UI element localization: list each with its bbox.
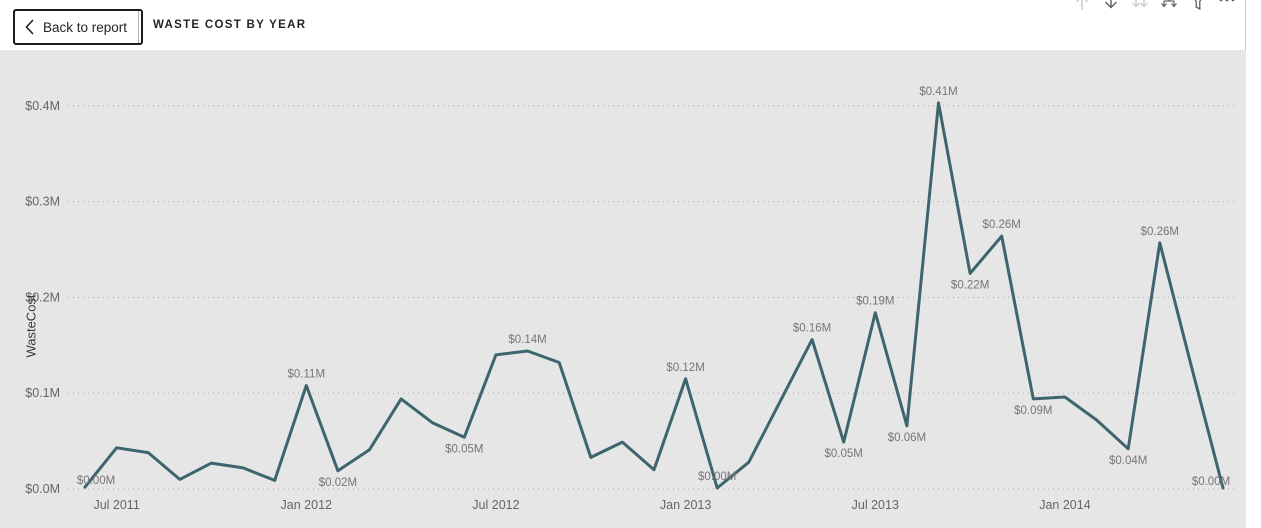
- visual-toolbar: [1073, 0, 1236, 15]
- filter-icon[interactable]: [1189, 0, 1207, 13]
- focus-mode-header: Back to report WASTE COST BY YEAR: [0, 0, 1245, 50]
- back-to-report-button[interactable]: Back to report: [13, 9, 144, 45]
- header-divider: [138, 11, 139, 43]
- data-label: $0.00M: [698, 471, 736, 483]
- y-tick-label: $0.1M: [25, 386, 60, 400]
- y-axis-title: WasteCost: [23, 294, 39, 358]
- waste-cost-line[interactable]: [83, 101, 1225, 490]
- x-tick-label: Jul 2012: [472, 498, 519, 512]
- drill-down-icon[interactable]: [1102, 0, 1120, 13]
- waste-cost-line-chart[interactable]: $0.0M $0.1M $0.2M $0.3M $0.4M Jul 2011 Jan 201…: [0, 50, 1246, 528]
- data-label: $0.26M: [1141, 226, 1179, 238]
- chart-plot-area: $0.0M $0.1M $0.2M $0.3M $0.4M Jul 2011 Jan 201…: [25, 86, 1238, 512]
- data-label: $0.19M: [856, 296, 894, 308]
- y-tick-label: $0.0M: [25, 482, 60, 496]
- drill-up-icon[interactable]: [1073, 0, 1091, 13]
- y-tick-label: $0.4M: [25, 99, 60, 113]
- data-label: $0.00M: [77, 475, 115, 487]
- data-label: $0.09M: [1014, 405, 1052, 417]
- data-label: $0.06M: [888, 432, 926, 444]
- y-tick-label: $0.2M: [25, 290, 60, 304]
- x-tick-label: Jan 2012: [281, 498, 332, 512]
- data-label: $0.14M: [508, 334, 546, 346]
- data-label: $0.41M: [919, 86, 957, 98]
- data-label: $0.02M: [319, 477, 357, 489]
- x-tick-label: Jan 2013: [660, 498, 711, 512]
- expand-all-icon[interactable]: [1160, 0, 1178, 13]
- drill-next-level-icon[interactable]: [1131, 0, 1149, 13]
- data-label: $0.22M: [951, 279, 989, 291]
- data-label: $0.04M: [1109, 455, 1147, 467]
- back-to-report-label: Back to report: [43, 19, 128, 35]
- more-options-icon[interactable]: [1218, 0, 1236, 13]
- x-tick-label: Jul 2013: [852, 498, 899, 512]
- y-tick-label: $0.3M: [25, 195, 60, 209]
- data-label: $0.26M: [983, 219, 1021, 231]
- x-tick-label: Jul 2011: [93, 498, 139, 512]
- data-label: $0.12M: [666, 362, 704, 374]
- visual-title: WASTE COST BY YEAR: [153, 19, 307, 31]
- data-label: $0.00M: [1192, 476, 1230, 488]
- chevron-left-icon: [25, 19, 34, 35]
- data-label: $0.16M: [793, 323, 831, 335]
- data-label: $0.05M: [445, 443, 483, 455]
- data-label: $0.11M: [288, 369, 326, 381]
- x-tick-label: Jan 2014: [1039, 498, 1090, 512]
- data-label: $0.05M: [824, 448, 862, 460]
